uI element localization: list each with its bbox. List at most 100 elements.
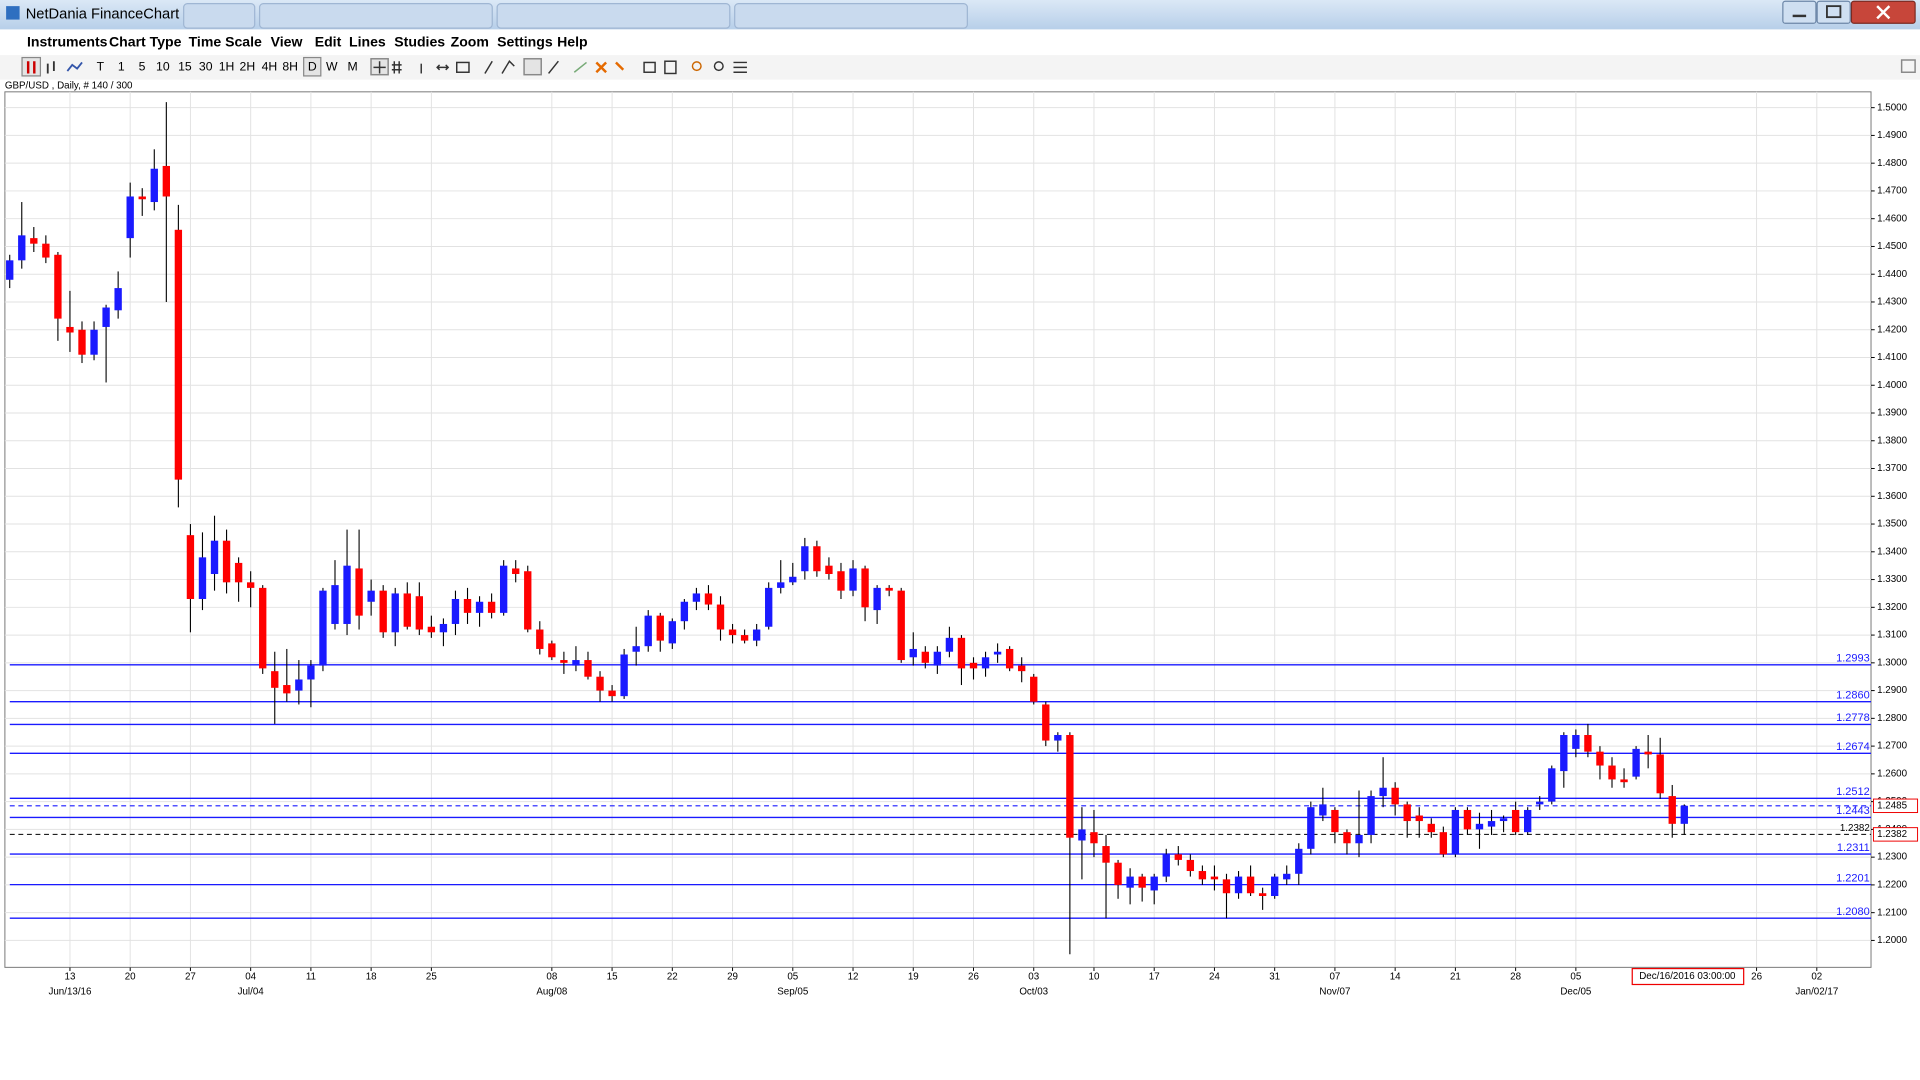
line-icon[interactable] <box>66 61 83 72</box>
candle-body <box>1620 779 1628 783</box>
timeframe-button[interactable]: 1H <box>219 60 235 74</box>
timeframe-button[interactable]: M <box>348 60 358 74</box>
y-tick-label: 1.4700 <box>1877 186 1907 197</box>
preview-icon[interactable] <box>664 60 677 75</box>
arrow-icon[interactable] <box>547 60 559 74</box>
timeframe-button[interactable]: 10 <box>156 60 170 74</box>
grid-icon[interactable] <box>391 61 402 74</box>
zoom-out-icon[interactable] <box>713 61 724 72</box>
x-major-label: Oct/03 <box>1019 986 1048 997</box>
timeframe-button[interactable]: 8H <box>282 60 298 74</box>
menu-item[interactable]: Instruments <box>27 34 108 50</box>
price-marker-box <box>1872 798 1919 814</box>
candle-body <box>1005 648 1014 669</box>
timeframe-button[interactable]: 30 <box>199 60 213 74</box>
browser-tab[interactable] <box>734 3 968 29</box>
candle-body <box>150 168 158 203</box>
candle-body <box>1186 859 1195 872</box>
timeframe-button[interactable]: D <box>308 60 317 74</box>
timeframe-button[interactable]: 15 <box>178 60 192 74</box>
bar-icon[interactable] <box>46 61 55 74</box>
y-tick-label: 1.2200 <box>1877 879 1907 890</box>
candle-body <box>1379 787 1387 797</box>
candle-body <box>897 590 905 661</box>
pen-icon[interactable] <box>573 61 587 73</box>
menu-item[interactable]: View <box>271 34 303 50</box>
timeframe-button[interactable]: 5 <box>139 60 146 74</box>
candle-body <box>1355 834 1363 844</box>
menu-item[interactable]: Zoom <box>451 34 489 50</box>
y-tick-label: 1.3100 <box>1877 630 1907 641</box>
candle-body <box>475 601 484 613</box>
zoom-in-icon[interactable] <box>691 61 702 72</box>
menu-item[interactable]: Studies <box>394 34 445 50</box>
candle-body <box>1572 735 1580 749</box>
panel-button[interactable] <box>1900 59 1916 73</box>
x-tick-label: 19 <box>908 972 919 983</box>
candle-body <box>1596 751 1604 766</box>
timeframes: T 1 5 10 15 30 1H 2H 4H 8H D W M <box>97 60 358 74</box>
menu-item[interactable]: Chart Type <box>109 34 182 50</box>
candle-body <box>1427 823 1435 833</box>
candle-body <box>1584 735 1592 752</box>
timeframe-button[interactable]: 4H <box>262 60 278 74</box>
menu-item[interactable]: Edit <box>315 34 342 50</box>
candle-body <box>596 676 604 691</box>
timeframe-button[interactable]: 2H <box>240 60 256 74</box>
x-tick-label: 03 <box>1028 972 1039 983</box>
candle-body <box>355 568 363 616</box>
x-major-label: Dec/05 <box>1560 986 1592 997</box>
fit-icon[interactable] <box>733 61 747 73</box>
candle-body <box>222 540 231 583</box>
menu-item[interactable]: Lines <box>349 34 386 50</box>
level-label: 1.2993 <box>1836 653 1870 665</box>
chart-type-button[interactable] <box>21 56 42 77</box>
candle-body <box>608 690 616 697</box>
fibonacci-button[interactable] <box>523 58 542 76</box>
timeframe-button[interactable]: T <box>97 60 105 74</box>
price-marker-box <box>1872 827 1919 842</box>
browser-tab[interactable] <box>258 3 493 29</box>
candle-body <box>283 685 291 694</box>
candle-body <box>138 196 146 200</box>
candle-body <box>692 593 701 602</box>
print-icon[interactable] <box>643 61 656 73</box>
candle-body <box>644 615 652 647</box>
y-tick-label: 1.3300 <box>1877 574 1907 585</box>
x-tick-label: 05 <box>1570 972 1581 983</box>
menu-item[interactable]: Settings <box>497 34 553 50</box>
candle-body <box>1222 879 1231 894</box>
trend-icons[interactable] <box>484 60 515 74</box>
candle-body <box>969 662 978 669</box>
maximize-button[interactable] <box>1816 0 1851 24</box>
browser-tab[interactable] <box>496 3 731 29</box>
candle-body <box>30 238 38 244</box>
candle-body <box>210 540 219 575</box>
browser-tab[interactable] <box>183 3 256 29</box>
level-label: 1.2674 <box>1836 741 1870 753</box>
delete-icon[interactable] <box>595 61 607 74</box>
candle-icon <box>26 61 36 74</box>
candle-body <box>524 571 532 630</box>
scroll-icon[interactable] <box>436 64 450 71</box>
delete-all-icon[interactable] <box>615 61 625 71</box>
candle-body <box>1210 876 1219 880</box>
y-tick-label: 1.4100 <box>1877 352 1907 363</box>
candle-body <box>680 601 689 622</box>
minimize-button[interactable] <box>1782 0 1817 24</box>
candle-body <box>656 615 664 641</box>
candle-body <box>126 196 134 239</box>
volume-icon[interactable] <box>456 61 470 73</box>
menu-item[interactable]: Help <box>557 34 588 50</box>
candle-body <box>499 565 508 613</box>
x-tick-label: 21 <box>1450 972 1461 983</box>
candle-body <box>1463 809 1472 830</box>
menu-item[interactable]: Time Scale <box>189 34 262 50</box>
timeframe-button[interactable]: W <box>326 60 338 74</box>
candle-body <box>307 665 315 680</box>
candle-body <box>295 679 303 691</box>
candle-body <box>1295 848 1303 874</box>
timeframe-button[interactable]: 1 <box>118 60 125 74</box>
candle-body <box>271 671 279 688</box>
y-tick-label: 1.3600 <box>1877 491 1907 502</box>
